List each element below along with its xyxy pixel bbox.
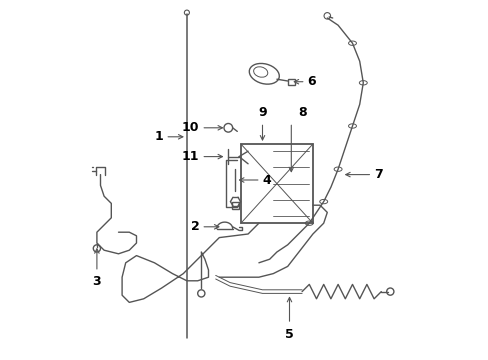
Text: 3: 3 <box>92 275 101 288</box>
Text: 6: 6 <box>307 75 315 88</box>
Text: 2: 2 <box>190 220 199 233</box>
Text: 10: 10 <box>182 121 199 134</box>
Text: 5: 5 <box>285 328 293 341</box>
Bar <box>287 79 294 85</box>
Text: 1: 1 <box>154 130 163 143</box>
Text: 8: 8 <box>298 106 306 119</box>
Text: 9: 9 <box>258 106 266 119</box>
Bar <box>231 202 239 209</box>
Bar <box>241 144 312 223</box>
Text: 4: 4 <box>262 174 271 186</box>
Text: 11: 11 <box>182 150 199 163</box>
Text: 7: 7 <box>373 168 382 181</box>
